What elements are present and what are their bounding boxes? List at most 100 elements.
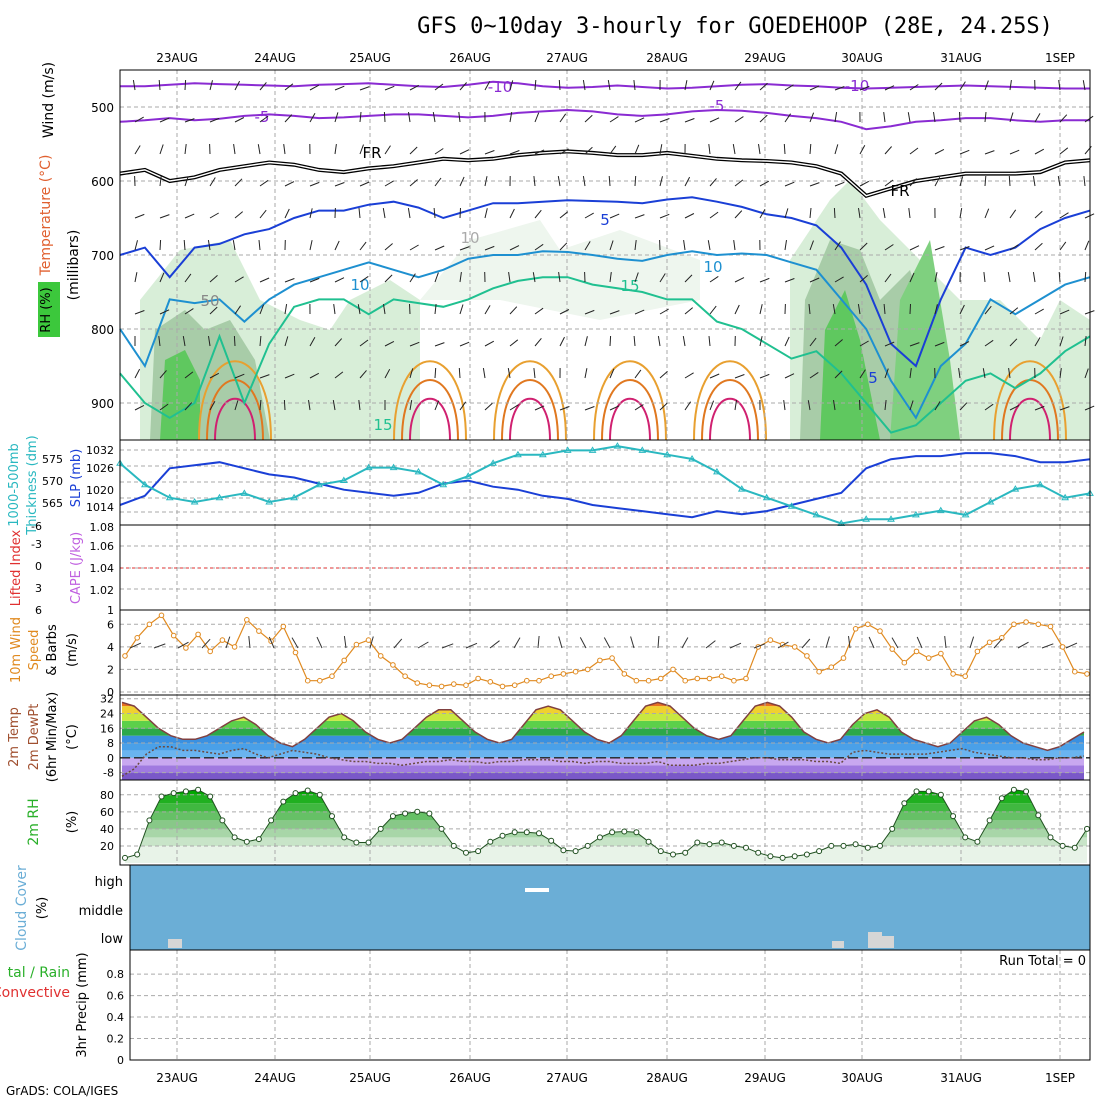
wind-barb: [232, 240, 236, 251]
wind-barb: [634, 404, 644, 411]
wind-barb: [459, 304, 464, 315]
wind-barb: [609, 405, 620, 411]
wind-barb: [1084, 115, 1094, 123]
rh-point: [475, 848, 482, 855]
wind-barb: [884, 400, 887, 411]
wind-barb: [634, 240, 637, 251]
wind-barb: [584, 368, 588, 379]
thickness-marker: [638, 446, 647, 453]
wind-barb: [558, 79, 561, 91]
thickness-marker: [737, 485, 746, 492]
warm-contour: [701, 379, 759, 441]
pressure-tick: 900: [91, 397, 114, 411]
wind-barb: [509, 208, 515, 219]
wind-barb: [659, 176, 663, 187]
wind-barb: [283, 399, 286, 411]
wind-speed-point: [353, 641, 360, 648]
warm-contour: [709, 397, 751, 441]
wind-barb: [984, 403, 994, 411]
wind-barb: [634, 272, 639, 283]
wind-barb: [934, 401, 941, 411]
wind-barb: [809, 182, 820, 187]
rh-point: [791, 853, 798, 860]
wind-barb: [158, 336, 161, 347]
thickness-marker: [936, 506, 945, 514]
rh-point: [122, 854, 128, 861]
wind-barb: [659, 213, 670, 219]
wind-speed-point: [694, 675, 701, 682]
wind-barb: [234, 211, 244, 219]
wind-barb: [859, 275, 868, 283]
rh-point: [487, 838, 494, 845]
wind-barb: [609, 368, 615, 379]
wind-barb: [183, 239, 186, 251]
rh-tick: 20: [100, 840, 114, 853]
wind-barb: [984, 175, 987, 187]
wind-barb: [234, 276, 244, 283]
thickness-marker: [961, 510, 970, 518]
wind-barb: [384, 85, 395, 91]
wind-barb: [184, 308, 194, 315]
surface-wind-barb: [441, 643, 454, 649]
rh-point: [621, 828, 628, 835]
wind-barb: [1083, 176, 1086, 187]
wind-barb: [409, 368, 414, 379]
wind-speed-point: [122, 653, 128, 659]
wind-barb: [459, 176, 465, 187]
wind-barb: [259, 179, 269, 187]
wind-barb: [159, 309, 170, 315]
wind-barb: [884, 368, 889, 379]
cloud-level-label: high: [95, 875, 123, 890]
chart-title: GFS 0~10day 3-hourly for GOEDEHOOP (28E,…: [417, 14, 1053, 39]
thickness-marker: [315, 480, 323, 488]
rh-tick: 40: [100, 823, 114, 836]
precip-tick: 0.8: [107, 968, 125, 981]
cloud-gap: [168, 939, 182, 948]
wind-speed-point: [597, 657, 603, 664]
temp-band: [122, 706, 1084, 714]
axis-title-wind-barbs: & Barbs: [45, 624, 60, 676]
wind-barb: [734, 400, 737, 411]
wind-barb: [958, 368, 961, 379]
wind-barb: [733, 240, 736, 251]
wind-barb: [784, 278, 795, 283]
thickness-marker: [489, 459, 497, 466]
thickness-marker: [290, 493, 298, 501]
wind-speed-point: [183, 645, 189, 651]
rh-point: [633, 829, 640, 836]
wind-barb: [384, 368, 391, 379]
wind-barb: [1084, 271, 1087, 283]
wind-speed-point: [816, 668, 822, 675]
surface-wind-barb: [579, 637, 587, 649]
wind-barb: [909, 178, 917, 187]
rh-point: [207, 793, 214, 800]
wind-barb: [659, 402, 668, 411]
wind-speed-point: [584, 666, 591, 673]
wind-barb: [259, 335, 262, 347]
wind-speed-point: [645, 677, 652, 684]
wind-barb: [334, 240, 340, 251]
wind-barb: [807, 400, 811, 411]
wind-barb: [784, 373, 795, 379]
wind-barb: [582, 176, 586, 187]
contour-label: 10: [703, 258, 722, 276]
contour-label: 15: [373, 416, 392, 434]
wind-barb: [582, 80, 586, 91]
wind-barb: [209, 372, 220, 379]
wind-speed-point: [950, 671, 956, 677]
rh-point: [913, 788, 920, 795]
wind-speed-point: [925, 655, 932, 661]
rh-legend-swatch: [38, 282, 60, 337]
wind-barb: [1059, 114, 1068, 123]
wind-barb: [758, 144, 761, 155]
wind-speed-point: [304, 677, 311, 684]
wind-barb: [909, 84, 919, 91]
wind-speed-point: [913, 648, 920, 655]
thickness-marker: [812, 510, 821, 518]
thickness-marker: [165, 493, 174, 501]
wind-barb: [309, 113, 316, 123]
wind-barb: [809, 337, 817, 347]
wind-speed-point: [463, 682, 469, 689]
bottom-date-label: 25AUG: [349, 1071, 391, 1085]
wind-barb: [884, 146, 892, 155]
